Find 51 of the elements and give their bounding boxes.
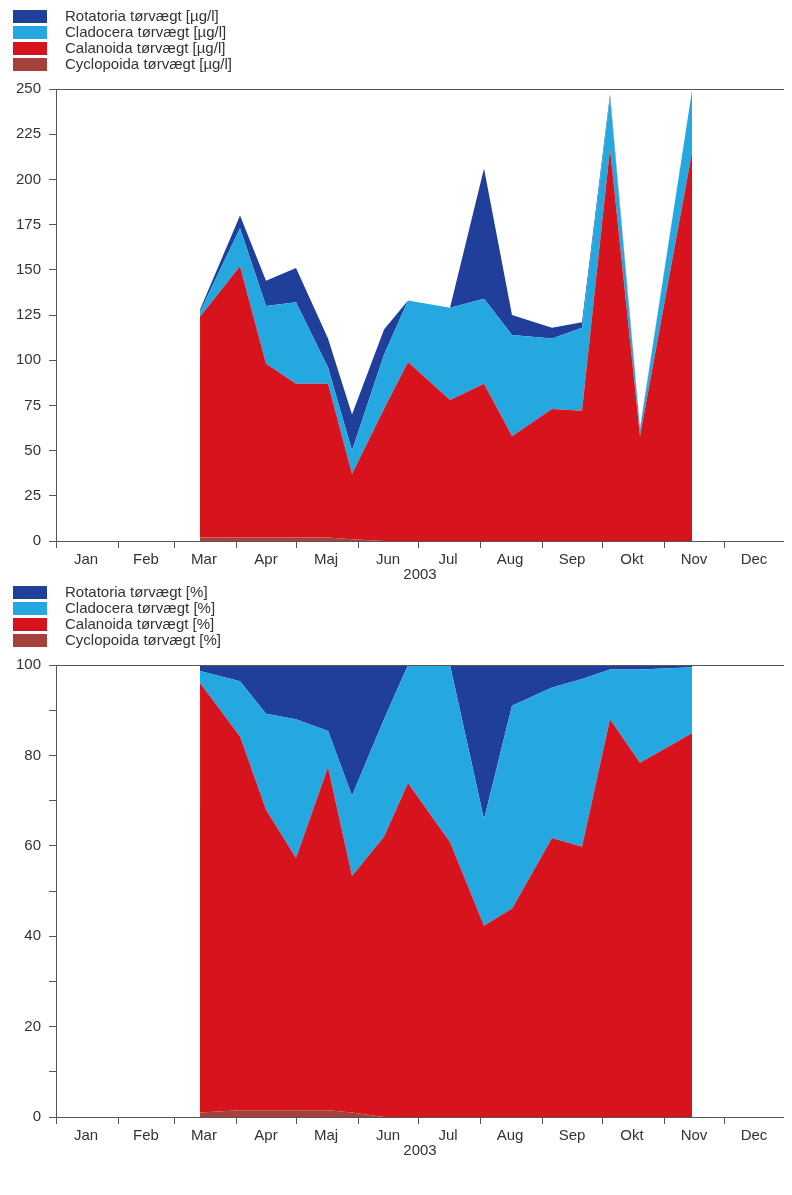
x-tick-label: Apr [254,550,278,568]
y-tick-label: 40 [24,926,42,944]
y-tick-label: 20 [24,1016,42,1034]
x-tick-label: Okt [620,1126,645,1144]
x-tick-label: Aug [496,1126,524,1144]
legend-label: Calanoida tørvægt [µg/l] [65,39,226,56]
x-tick-label: Jun [375,550,401,568]
legend-label: Cyclopoida tørvægt [µg/l] [65,55,233,72]
y-tick-label: 75 [24,395,42,413]
y-tick-label: 80 [24,745,42,763]
x-tick-label: Maj [313,550,339,568]
x-tick-label: Jul [438,1126,458,1144]
x-tick-label: Nov [680,1126,708,1144]
y-tick-label: 150 [16,259,42,277]
y-tick-label: 250 [16,79,42,97]
x-tick-label: Dec [740,550,768,568]
x-tick-label: Aug [496,550,524,568]
x-axis-title: 2003 [403,1141,437,1159]
y-tick-label: 100 [16,350,42,368]
x-tick-label: Mar [191,1126,217,1144]
y-tick-label: 25 [24,485,42,503]
y-tick-label: 225 [16,124,42,142]
legend-label: Cladocera tørvægt [µg/l] [65,23,227,40]
x-tick-label: Jul [438,550,458,568]
x-tick-label: Okt [620,550,645,568]
x-tick-label: Sep [558,550,586,568]
x-tick-label: Sep [558,1126,586,1144]
x-tick-label: Feb [133,1126,159,1144]
y-tick-label: 60 [24,835,42,853]
legend-label: Cyclopoida tørvægt [%] [65,631,221,648]
y-tick-label: 125 [16,305,42,323]
x-tick-label: Mar [191,550,217,568]
legend-label: Rotatoria tørvægt [%] [65,583,208,600]
x-tick-label: Maj [313,1126,339,1144]
legend-label: Cladocera tørvægt [%] [65,599,216,616]
y-tick-label: 200 [16,169,42,187]
y-tick-label: 0 [32,531,42,549]
x-tick-label: Jan [73,1126,99,1144]
legend-label: Rotatoria tørvægt [µg/l] [65,7,219,24]
x-tick-label: Jan [73,550,99,568]
legend-label: Calanoida tørvægt [%] [65,615,215,632]
y-tick-label: 100 [16,655,42,673]
x-tick-label: Nov [680,550,708,568]
x-tick-label: Feb [133,550,159,568]
y-tick-label: 50 [24,440,42,458]
y-tick-label: 0 [32,1107,42,1125]
x-tick-label: Jun [375,1126,401,1144]
y-tick-label: 175 [16,214,42,232]
x-axis-title: 2003 [403,565,437,583]
x-tick-label: Dec [740,1126,768,1144]
x-tick-label: Apr [254,1126,278,1144]
